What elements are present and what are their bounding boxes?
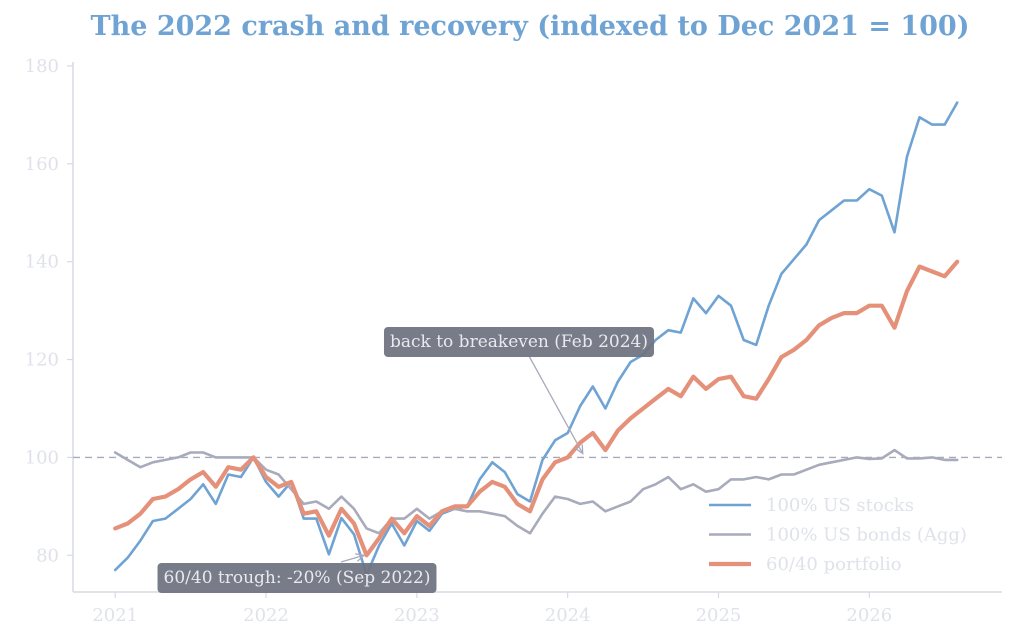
series-group (113, 101, 960, 577)
legend: 100% US stocks 100% US bonds (Agg) 60/40 p… (709, 495, 967, 575)
annotation-breakeven-box (383, 327, 655, 357)
series-line-portfolio (113, 259, 960, 558)
annotation-breakeven: back to breakeven (Feb 2024) (383, 327, 655, 455)
y-tick-label: 100 (25, 447, 59, 468)
annotation-breakeven-arrow (528, 355, 584, 454)
y-tick-label: 160 (25, 154, 59, 175)
annotation-trough-arrowhead (355, 553, 366, 562)
annotation-trough-text: 60/40 trough: -20% (Sep 2022) (164, 568, 431, 588)
axes: 80 100 120 140 160 180 2021 2022 2023 2024 2025 202… (25, 56, 1002, 626)
x-tick-label: 2024 (545, 605, 591, 626)
x-tick-label: 2025 (696, 605, 742, 626)
y-tick-label: 80 (36, 545, 59, 566)
annotation-trough-box (157, 563, 437, 593)
chart-title: The 2022 crash and recovery (indexed to … (91, 11, 970, 42)
annotation-trough: 60/40 trough: -20% (Sep 2022) (157, 553, 437, 593)
x-tick-label: 2022 (243, 605, 289, 626)
y-tick-label: 180 (25, 56, 59, 77)
legend-label-bonds: 100% US bonds (Agg) (766, 525, 967, 546)
y-tick-label: 140 (25, 252, 59, 273)
x-tick-label: 2023 (394, 605, 440, 626)
annotations-group: back to breakeven (Feb 2024) 60/40 trough… (157, 327, 655, 593)
x-tick-label: 2026 (846, 605, 892, 626)
annotation-breakeven-text: back to breakeven (Feb 2024) (390, 332, 648, 352)
annotation-trough-arrow (340, 554, 365, 563)
x-tick-label: 2021 (92, 605, 138, 626)
legend-label-portfolio: 60/40 portfolio (766, 554, 902, 575)
y-tick-label: 120 (25, 350, 59, 371)
annotation-breakeven-arrowhead (575, 444, 584, 455)
legend-label-stocks: 100% US stocks (766, 495, 914, 516)
